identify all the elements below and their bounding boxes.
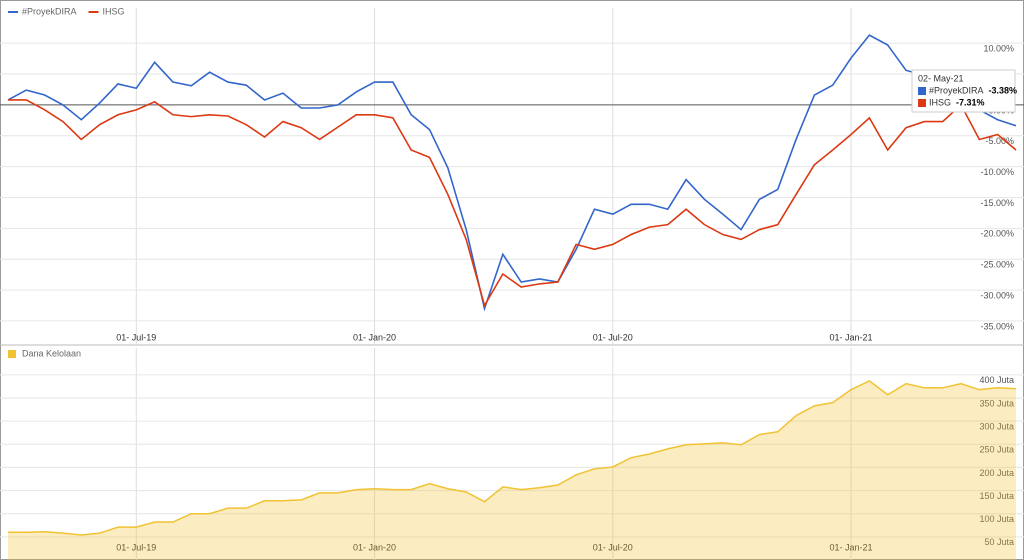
tooltip-box <box>911 69 1016 113</box>
tooltip-value: -7.31% <box>956 97 985 107</box>
y-tick-label: -5.00% <box>985 136 1014 146</box>
series-line <box>8 99 1017 308</box>
y-tick-label: -20.00% <box>980 229 1014 239</box>
legend-label: Dana Kelolaan <box>22 348 81 358</box>
series-line <box>7 34 1017 312</box>
tooltip-name: IHSG <box>929 97 951 107</box>
y-tick-label: -15.00% <box>980 198 1014 208</box>
legend-label: IHSG <box>103 6 125 16</box>
y-tick-label: 400 Juta <box>979 375 1014 385</box>
legend-label: #ProyekDIRA <box>22 6 77 16</box>
x-tick-label: 01- Jan-21 <box>830 542 873 552</box>
y-tick-label: 150 Juta <box>979 491 1014 501</box>
y-tick-label: -25.00% <box>980 260 1014 270</box>
series-line <box>8 379 1017 536</box>
y-tick-label: 300 Juta <box>979 422 1014 432</box>
x-tick-label: 01- Jul-19 <box>116 542 156 552</box>
y-tick-label: 10.00% <box>983 44 1014 54</box>
x-tick-label: 01- Jul-20 <box>593 542 633 552</box>
y-tick-label: 100 Juta <box>979 514 1014 524</box>
y-tick-label: -10.00% <box>980 167 1014 177</box>
y-tick-label: 250 Juta <box>979 445 1014 455</box>
x-tick-label: 01- Jul-20 <box>593 332 633 342</box>
y-tick-label: -35.00% <box>980 321 1014 331</box>
tooltip-title: 02- May-21 <box>918 73 964 83</box>
x-tick-label: 01- Jul-19 <box>116 332 156 342</box>
tooltip-swatch <box>918 87 926 95</box>
tooltip: 02- May-21 #ProyekDIRA -3.38% IHSG -7.31% <box>911 69 1018 113</box>
tooltip-name: #ProyekDIRA <box>929 85 984 95</box>
y-tick-label: 200 Juta <box>979 468 1014 478</box>
x-tick-label: 01- Jan-20 <box>353 332 396 342</box>
tooltip-swatch <box>918 99 926 107</box>
y-tick-label: 350 Juta <box>979 398 1014 408</box>
y-tick-label: -30.00% <box>980 290 1014 300</box>
y-tick-label: 50 Juta <box>984 537 1014 547</box>
x-tick-label: 01- Jan-21 <box>830 332 873 342</box>
legend-swatch <box>8 350 16 358</box>
series-area <box>8 380 1016 560</box>
x-tick-label: 01- Jan-20 <box>353 542 396 552</box>
tooltip-value: -3.38% <box>989 85 1018 95</box>
